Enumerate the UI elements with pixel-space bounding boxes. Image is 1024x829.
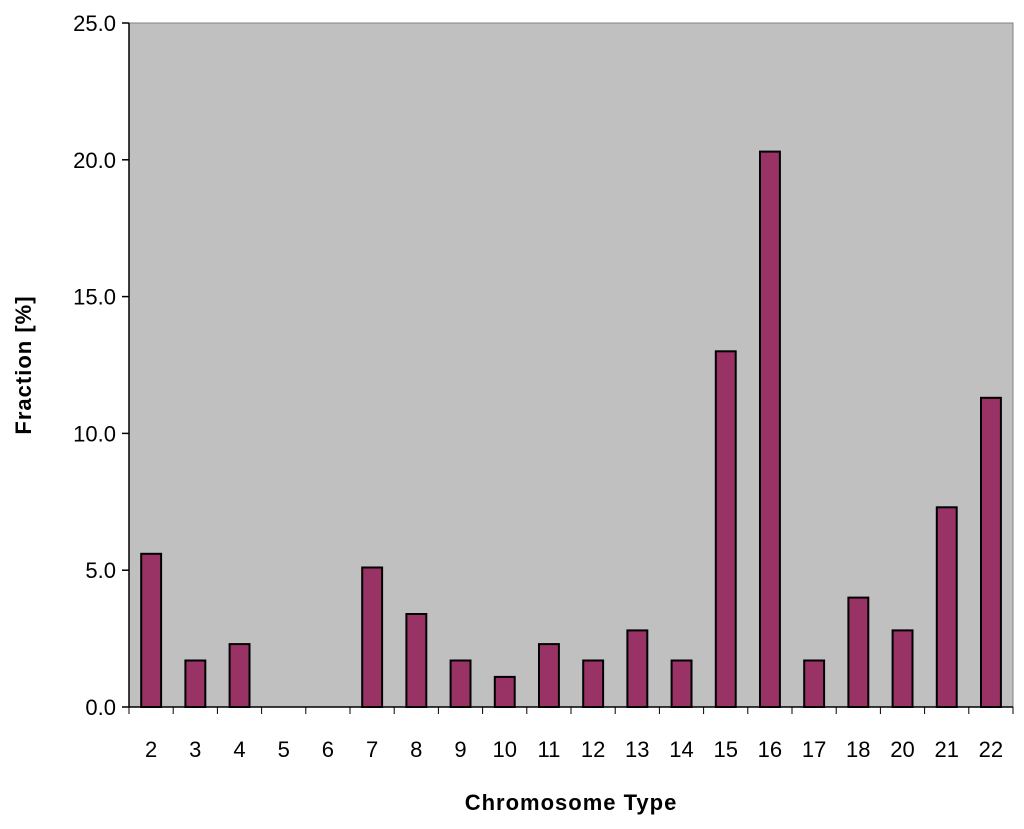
y-tick-label: 10.0	[73, 421, 116, 446]
x-ticks-group: 2 3 4 5 6 7 8 9 10 11 12 13 14 15 16 17 18 20 21 22	[128, 707, 1014, 762]
x-tick-label: 10	[492, 737, 516, 762]
bar-13	[626, 629, 649, 709]
x-tick-label: 5	[278, 737, 290, 762]
bar-11	[538, 643, 560, 708]
y-tick-label: 15.0	[73, 285, 116, 310]
bar-18	[847, 596, 870, 708]
x-tick-label: 11	[537, 737, 560, 762]
x-tick-label: 4	[233, 737, 245, 762]
bar-20	[891, 629, 914, 709]
bar-21	[935, 506, 958, 708]
y-tick-label: 20.0	[73, 148, 116, 173]
y-tick-label: 5.0	[85, 558, 116, 583]
bar-12	[582, 659, 605, 708]
bar-9	[449, 659, 472, 708]
y-axis-title: Fraction [%]	[11, 295, 36, 434]
x-tick-label: 6	[322, 737, 334, 762]
bar-7	[361, 566, 384, 708]
bar-10	[493, 675, 516, 709]
bar-17	[803, 659, 826, 708]
x-tick-label: 17	[802, 737, 826, 762]
x-tick-label: 18	[846, 737, 870, 762]
y-tick-label: 0.0	[85, 695, 116, 720]
x-tick-label: 8	[410, 737, 422, 762]
x-tick-label: 21	[934, 737, 958, 762]
y-tick-label: 25.0	[73, 11, 116, 36]
bar-15	[714, 350, 737, 708]
x-tick-label: 13	[625, 737, 649, 762]
plot-area	[128, 22, 1014, 708]
bar-3	[184, 659, 207, 708]
x-tick-label: 16	[758, 737, 782, 762]
x-tick-label: 9	[454, 737, 466, 762]
x-axis-title: Chromosome Type	[465, 790, 678, 815]
x-tick-label: 7	[366, 737, 378, 762]
x-tick-label: 14	[669, 737, 693, 762]
bar-22	[980, 396, 1002, 708]
bar-16	[759, 150, 781, 709]
bar-8	[405, 613, 428, 708]
bar-2	[140, 552, 163, 708]
x-tick-label: 22	[979, 737, 1003, 762]
x-tick-label: 20	[890, 737, 914, 762]
x-tick-label: 2	[145, 737, 157, 762]
y-ticks-group: 0.0 5.0 10.0 15.0 20.0 25.0	[73, 11, 129, 720]
bar-14	[670, 659, 693, 708]
x-tick-label: 12	[581, 737, 605, 762]
x-tick-label: 15	[713, 737, 737, 762]
bar-4	[228, 643, 251, 708]
x-tick-label: 3	[189, 737, 201, 762]
